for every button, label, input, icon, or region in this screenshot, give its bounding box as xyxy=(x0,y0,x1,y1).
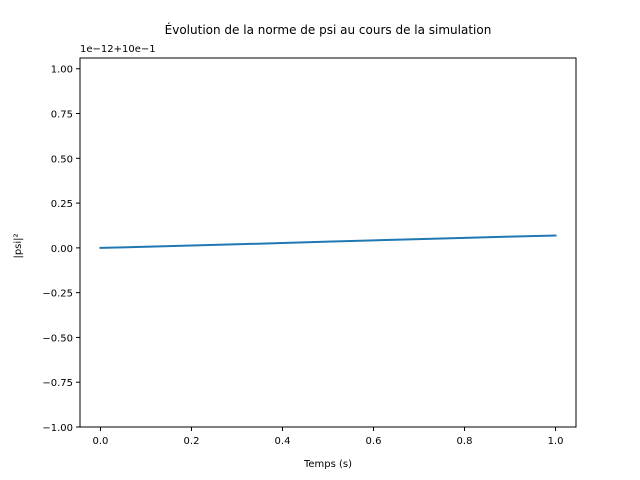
x-axis-ticks: 0.0 0.2 0.4 0.6 0.8 1.0 xyxy=(93,427,564,447)
x-axis-label: Temps (s) xyxy=(303,459,352,470)
y-tick-label: 0.75 xyxy=(51,110,73,121)
y-tick-label: −0.25 xyxy=(42,289,73,300)
y-tick-label: −0.50 xyxy=(42,333,73,344)
y-tick-label: −1.00 xyxy=(42,423,73,434)
y-tick-label: 0.25 xyxy=(51,199,73,210)
y-axis-ticks: −1.00 −0.75 −0.50 −0.25 0.00 0.25 0.50 0.75 1.00 xyxy=(42,65,80,434)
x-tick-label: 1.0 xyxy=(548,436,564,447)
x-tick-label: 0.0 xyxy=(93,436,109,447)
chart-title: Évolution de la norme de psi au cours de… xyxy=(165,22,492,37)
y-tick-label: 0.00 xyxy=(51,244,73,255)
y-tick-label: 1.00 xyxy=(51,65,73,76)
x-tick-label: 0.2 xyxy=(184,436,200,447)
y-axis-offset-label: 1e−12+10e−1 xyxy=(80,44,156,55)
y-axis-label: |psi|² xyxy=(13,233,24,258)
plot-frame xyxy=(79,57,577,428)
series-line-0 xyxy=(99,234,557,249)
x-tick-label: 0.8 xyxy=(457,436,473,447)
x-tick-label: 0.6 xyxy=(366,436,382,447)
y-tick-label: 0.50 xyxy=(51,154,73,165)
plot-area xyxy=(79,57,577,428)
x-tick-label: 0.4 xyxy=(275,436,291,447)
y-tick-label: −0.75 xyxy=(42,378,73,389)
